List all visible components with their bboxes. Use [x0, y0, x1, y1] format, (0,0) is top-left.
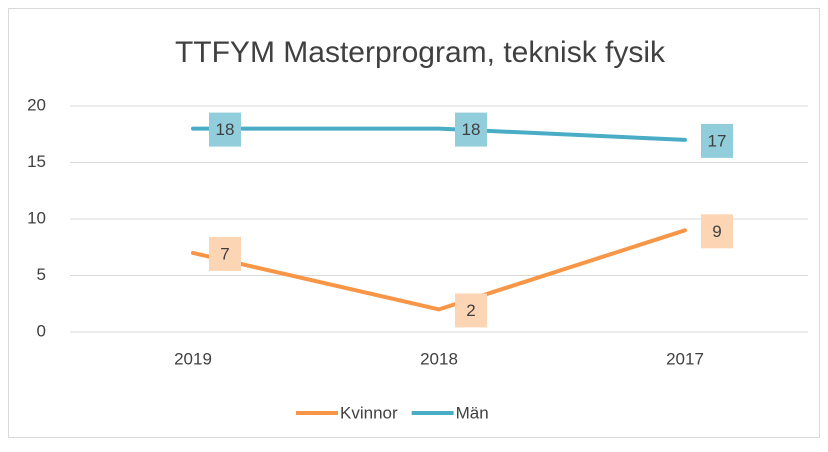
x-tick-label: 2018 — [420, 349, 458, 368]
y-tick-label: 5 — [37, 265, 46, 284]
data-label-box — [209, 236, 241, 271]
data-label-box — [455, 293, 487, 328]
data-label: 7 — [220, 244, 229, 263]
data-label-box — [701, 214, 733, 249]
line-series — [191, 228, 687, 312]
y-tick-label: 0 — [37, 321, 46, 340]
y-tick-label: 15 — [27, 152, 46, 171]
y-tick-label: 10 — [27, 208, 46, 227]
data-label-box — [455, 112, 487, 147]
y-tick-label: 20 — [27, 95, 46, 114]
data-label: 18 — [216, 120, 235, 139]
chart-border — [8, 8, 820, 438]
data-label-box — [701, 123, 733, 158]
chart-title: TTFYM Masterprogram, teknisk fysik — [175, 36, 666, 69]
data-label: 17 — [708, 131, 727, 150]
legend-label: Kvinnor — [340, 403, 398, 422]
x-tick-label: 2019 — [174, 349, 212, 368]
legend-label: Män — [456, 403, 489, 422]
x-tick-label: 2017 — [666, 349, 704, 368]
line-series — [191, 126, 687, 142]
data-label: 2 — [466, 301, 475, 320]
data-label: 9 — [712, 222, 721, 241]
data-label-box — [209, 112, 241, 147]
data-label: 18 — [462, 120, 481, 139]
